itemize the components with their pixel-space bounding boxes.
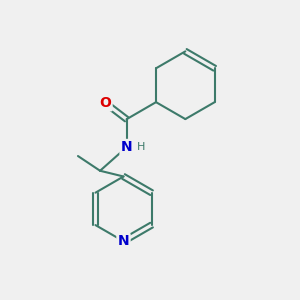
Text: N: N [118,234,129,248]
Text: H: H [137,142,146,152]
Text: O: O [99,96,111,110]
Text: N: N [121,140,132,154]
